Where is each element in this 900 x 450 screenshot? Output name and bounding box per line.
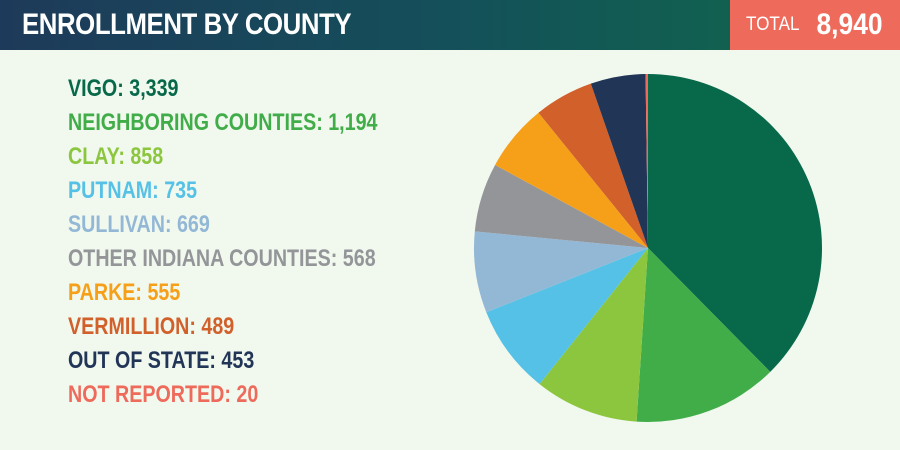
pie-slice-sullivan bbox=[474, 231, 648, 313]
pie-slice-vermillion bbox=[538, 83, 648, 248]
legend-label: VERMILLION bbox=[68, 313, 190, 340]
legend-value: 568 bbox=[342, 245, 376, 272]
legend-item: SULLIVAN: 669 bbox=[68, 208, 377, 242]
pie-slice-vigo bbox=[648, 74, 822, 372]
legend-label: CLAY bbox=[68, 143, 119, 170]
legend-label: OTHER INDIANA COUNTIES bbox=[68, 245, 331, 272]
legend-value: 3,339 bbox=[129, 75, 179, 102]
pie-slice-out-of-state bbox=[590, 74, 648, 248]
header-bar: ENROLLMENT BY COUNTY TOTAL 8,940 bbox=[0, 0, 900, 50]
legend-item: PUTNAM: 735 bbox=[68, 174, 377, 208]
legend-separator: : bbox=[152, 177, 165, 204]
legend-item: VERMILLION: 489 bbox=[68, 310, 377, 344]
legend-item: VIGO: 3,339 bbox=[68, 72, 377, 106]
legend-label: OUT OF STATE bbox=[68, 347, 210, 374]
legend-label: SULLIVAN bbox=[68, 211, 165, 238]
pie-chart bbox=[474, 74, 822, 422]
legend-value: 555 bbox=[147, 279, 181, 306]
total-value: 8,940 bbox=[816, 8, 883, 41]
legend-label: NOT REPORTED bbox=[68, 381, 225, 408]
legend-label: VIGO bbox=[68, 75, 118, 102]
legend-separator: : bbox=[164, 211, 177, 238]
legend-item: PARKE: 555 bbox=[68, 276, 377, 310]
legend-separator: : bbox=[224, 381, 237, 408]
legend-item: OTHER INDIANA COUNTIES: 568 bbox=[68, 242, 377, 276]
legend-label: NEIGHBORING COUNTIES bbox=[68, 109, 317, 136]
legend-label: PUTNAM bbox=[68, 177, 153, 204]
legend-separator: : bbox=[117, 75, 130, 102]
legend-value: 489 bbox=[201, 313, 235, 340]
pie-slice-putnam bbox=[486, 248, 648, 385]
legend-separator: : bbox=[209, 347, 222, 374]
legend-separator: : bbox=[316, 109, 329, 136]
legend-item: NEIGHBORING COUNTIES: 1,194 bbox=[68, 106, 377, 140]
legend-separator: : bbox=[189, 313, 202, 340]
pie-slice-clay bbox=[539, 248, 648, 422]
legend-item: NOT REPORTED: 20 bbox=[68, 378, 377, 412]
legend-label: PARKE bbox=[68, 279, 136, 306]
pie-slice-neighboring-counties bbox=[636, 248, 771, 422]
pie-slice-not-reported bbox=[645, 74, 648, 248]
legend-value: 735 bbox=[164, 177, 198, 204]
pie-slice-other-indiana-counties bbox=[474, 164, 648, 248]
legend-value: 1,194 bbox=[328, 109, 378, 136]
legend-item: OUT OF STATE: 453 bbox=[68, 344, 377, 378]
total-label: TOTAL bbox=[745, 14, 800, 35]
legend-separator: : bbox=[135, 279, 148, 306]
legend-value: 20 bbox=[236, 381, 259, 408]
legend-value: 453 bbox=[221, 347, 255, 374]
legend-value: 669 bbox=[176, 211, 210, 238]
legend-separator: : bbox=[118, 143, 131, 170]
legend-value: 858 bbox=[130, 143, 164, 170]
legend-separator: : bbox=[330, 245, 343, 272]
total-badge: TOTAL 8,940 bbox=[730, 0, 900, 50]
pie-slice-parke bbox=[495, 112, 648, 248]
chart-legend: VIGO: 3,339 NEIGHBORING COUNTIES: 1,194 CL… bbox=[68, 72, 445, 412]
legend-item: CLAY: 858 bbox=[68, 140, 377, 174]
page-title: ENROLLMENT BY COUNTY bbox=[22, 8, 352, 41]
